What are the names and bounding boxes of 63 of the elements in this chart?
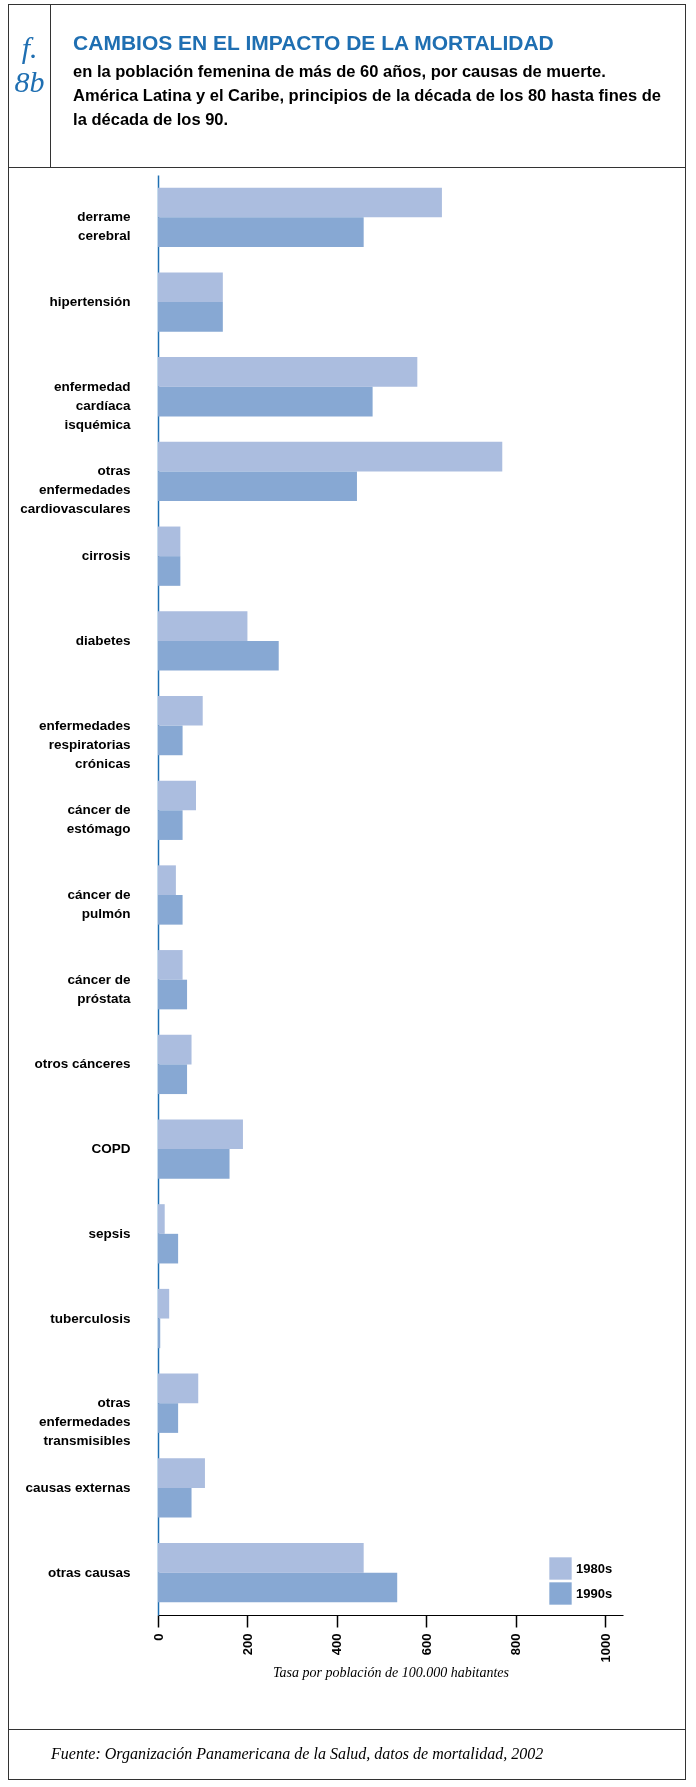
bar [158, 1572, 398, 1603]
chart-subtitle: en la población femenina de más de 60 años, por causas de muerte. América Latina y el Caribe, principios de la década de los 80 hasta fines de la década de los 90. [73, 61, 662, 130]
x-tick-label: 0 [150, 1633, 166, 1641]
y-tick-label: enfermedades respiratorias crónicas [38, 717, 131, 771]
y-tick-label: sepsis [88, 1225, 131, 1241]
bar [158, 725, 183, 756]
chart-title: CAMBIOS EN EL IMPACTO DE LA MORTALIDAD [73, 31, 555, 55]
bar [158, 471, 357, 502]
bar [158, 640, 279, 671]
bar [158, 1064, 188, 1095]
bar [158, 217, 364, 247]
bar [158, 611, 248, 641]
y-tick-label: COPD [91, 1141, 131, 1157]
bar [158, 1458, 205, 1488]
y-tick-label: otros cánceres [34, 1056, 131, 1072]
bar [158, 1288, 170, 1319]
legend-label: 1990s [576, 1585, 613, 1601]
y-tick-label: causas externas [25, 1479, 131, 1495]
y-tick-label: diabetes [75, 632, 131, 648]
y-tick-label: otras causas [47, 1564, 131, 1580]
y-tick-label: enfermedad cardíaca isquémica [53, 378, 131, 432]
y-tick-label: cáncer de pulmón [67, 887, 131, 921]
legend-label: 1980s [576, 1560, 613, 1576]
bar [158, 302, 223, 332]
bar [158, 865, 176, 895]
bar [158, 1204, 165, 1234]
bar [158, 1543, 364, 1573]
x-tick-label: 1000 [597, 1633, 613, 1663]
y-tick-label: tuberculosis [50, 1310, 131, 1326]
y-tick-label: cirrosis [81, 548, 131, 564]
x-tick-label: 200 [239, 1633, 255, 1656]
bar [158, 357, 418, 387]
bar [158, 1233, 179, 1264]
bar [158, 1034, 192, 1065]
bar [158, 526, 181, 557]
y-tick-label: cáncer de próstata [67, 971, 131, 1006]
bar [158, 1373, 199, 1404]
bar [158, 1119, 243, 1150]
y-tick-label: cáncer de estómago [66, 802, 131, 837]
x-tick-label: 400 [329, 1633, 345, 1656]
source-note: Fuente: Organización Panamericana de la Salud, datos de mortalidad, 2002 [9, 1729, 685, 1779]
y-tick-label: otras enfermedades cardiovasculares [20, 463, 131, 517]
y-tick-label: hipertensión [49, 294, 131, 310]
bar [158, 272, 223, 303]
bar [158, 1487, 192, 1518]
y-tick-label: derrame cerebral [77, 209, 131, 244]
bar [158, 386, 373, 417]
bar [158, 950, 183, 980]
x-tick-label: 800 [508, 1633, 524, 1656]
bar [158, 895, 183, 925]
text: f. 8b [9, 5, 52, 167]
x-axis-title: Tasa por población de 100.000 habitantes [273, 1665, 510, 1681]
bar [158, 780, 196, 811]
bar [158, 187, 442, 218]
bar [158, 1403, 179, 1433]
bar [158, 695, 203, 726]
bar [158, 979, 188, 1010]
bar [158, 441, 503, 472]
y-tick-label: otras enfermedades transmisibles [38, 1395, 131, 1449]
x-tick-label: 600 [418, 1633, 434, 1656]
bar [158, 810, 183, 840]
bar [158, 556, 181, 586]
bar [158, 1149, 230, 1179]
